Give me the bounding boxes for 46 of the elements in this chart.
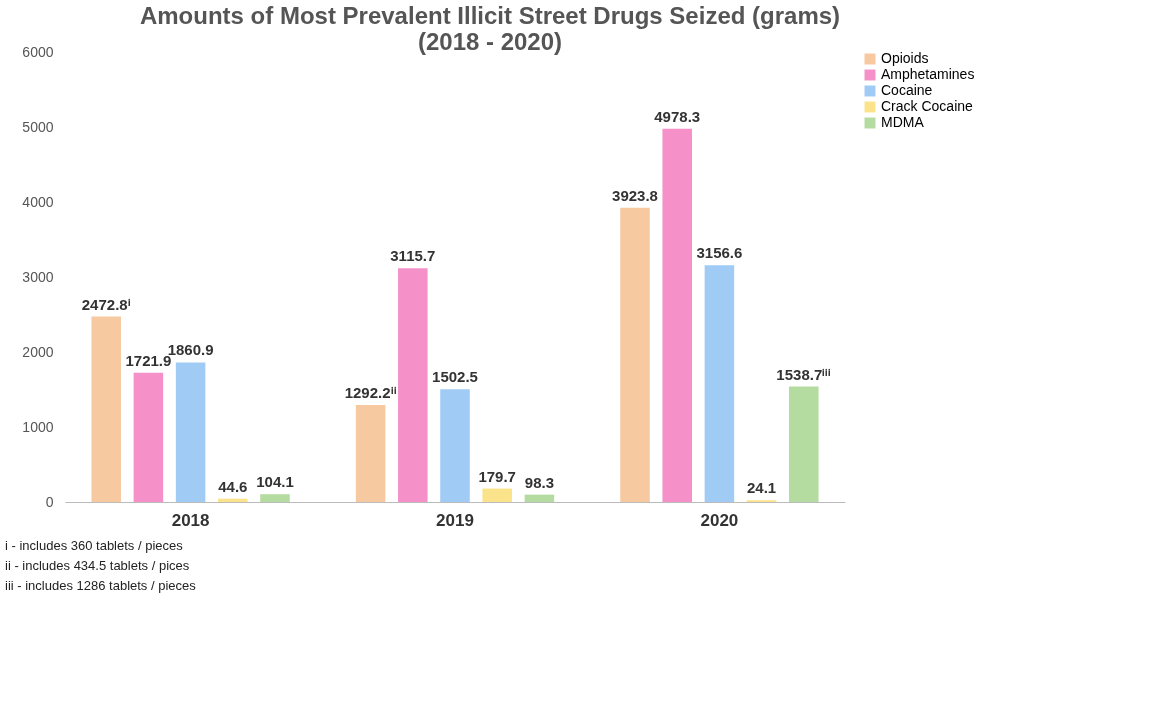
bar [524,494,555,502]
bar [789,386,819,502]
data-label: 3156.6 [696,244,743,262]
data-label: 4978.3 [654,107,701,125]
x-tick-label: 2018 [171,510,210,530]
data-label: 104.1 [256,473,294,491]
text: i - includes 360 tablets / pieces [5,538,184,553]
data-label: 24.1 [747,479,777,497]
text: ii - includes 434.5 tablets / pices [5,558,190,573]
bar [704,265,735,502]
y-tick-label: 4000 [22,193,54,210]
bar [398,268,428,502]
bar [133,372,164,502]
data-label: 44.6 [218,477,248,495]
y-tick-label: 5000 [22,118,54,135]
data-label: 3115.7 [390,247,436,265]
data-label: 1538.7ⁱⁱⁱ [776,365,832,383]
legend-label: Cocaine [881,82,933,98]
y-tick-label: 1000 [22,418,54,435]
bar [355,405,386,502]
y-tick-label: 3000 [22,268,54,285]
bar [440,389,470,502]
legend-label: Crack Cocaine [881,98,974,114]
data-label: 2472.8ⁱ [81,295,131,313]
data-label: 179.7 [478,467,516,485]
text: iii - includes 1286 tablets / pieces [5,578,197,593]
bar [662,128,692,502]
y-tick-label: 2000 [22,343,54,360]
bar [482,488,512,502]
data-label: 3923.8 [612,186,658,204]
legend-label: Amphetamines [881,66,975,82]
data-label: 98.3 [524,473,554,491]
bar [260,494,290,502]
chart-title: Amounts of Most Prevalent Illicit Street Drugs Seized (grams) (2018 - 2020) [139,2,841,55]
x-tick-label: 2019 [436,510,474,530]
bar [175,362,206,502]
data-label: 1292.2ⁱⁱ [344,384,397,402]
data-label: 1502.5 [432,368,478,386]
legend-label: MDMA [881,114,925,130]
bar [620,207,650,502]
bar [91,316,121,502]
x-tick-label: 2020 [700,510,739,530]
legend-label: Opioids [881,50,929,66]
y-tick-label: 6000 [22,43,54,60]
y-tick-label: 0 [45,493,54,510]
bar [218,498,248,502]
